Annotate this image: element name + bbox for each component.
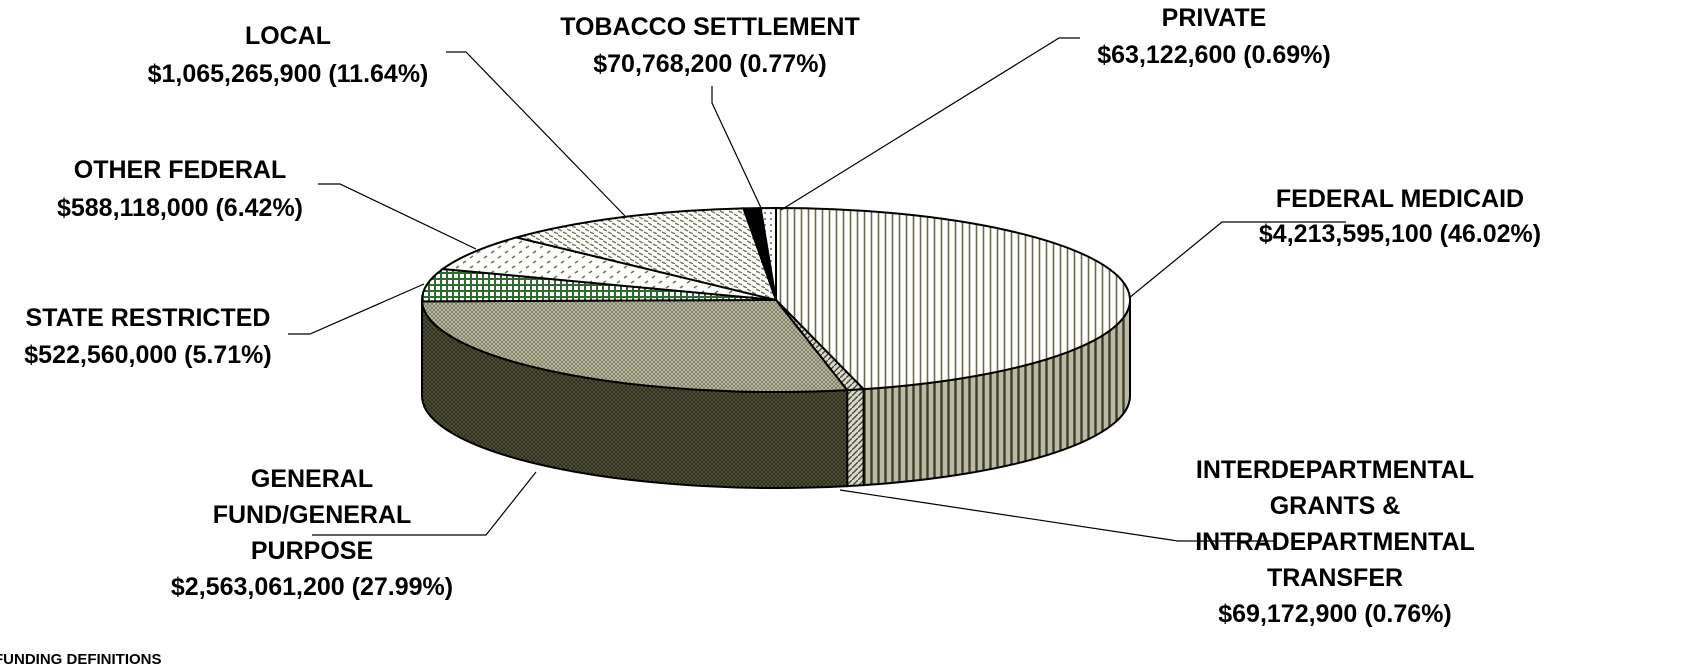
label-line: FEDERAL MEDICAID xyxy=(1276,185,1524,213)
label-line: TOBACCO SETTLEMENT xyxy=(560,13,860,41)
label-private: PRIVATE $63,122,600 (0.69%) xyxy=(1097,4,1331,69)
label-line: $588,118,000 (6.42%) xyxy=(57,194,303,222)
label-line: $522,560,000 (5.71%) xyxy=(24,341,271,369)
footer-text: FUNDING DEFINITIONS xyxy=(0,651,162,668)
label-line: $70,768,200 (0.77%) xyxy=(593,50,827,78)
label-line: STATE RESTRICTED xyxy=(26,304,271,332)
label-local: LOCAL $1,065,265,900 (11.64%) xyxy=(148,22,429,88)
slice-federal-medicaid xyxy=(775,206,1131,391)
label-line: GRANTS & xyxy=(1270,492,1401,520)
label-line: FUND/GENERAL xyxy=(213,501,412,529)
label-other-federal: OTHER FEDERAL $588,118,000 (6.42%) xyxy=(57,156,303,222)
slice-side-interdepartmental-grants-intradepartmental-transfer xyxy=(846,388,865,488)
label-line: LOCAL xyxy=(245,22,331,50)
label-line: $2,563,061,200 (27.99%) xyxy=(171,573,453,601)
leader-line-interdepartmental xyxy=(839,489,1275,542)
leader-line-general-fund xyxy=(312,471,537,536)
label-line: PURPOSE xyxy=(251,537,373,565)
label-line: $63,122,600 (0.69%) xyxy=(1097,41,1331,69)
label-line: $1,065,265,900 (11.64%) xyxy=(148,60,429,88)
label-line: $4,213,595,100 (46.02%) xyxy=(1259,220,1541,248)
label-line: GENERAL xyxy=(251,465,373,493)
label-state-restricted: STATE RESTRICTED $522,560,000 (5.71%) xyxy=(24,304,271,369)
pie-top-faces xyxy=(420,206,1131,393)
label-general-fund: GENERAL FUND/GENERAL PURPOSE $2,563,061,200… xyxy=(171,465,453,601)
slice-labels: FEDERAL MEDICAID $4,213,595,100 (46.02%) I… xyxy=(24,4,1541,628)
leader-line-private xyxy=(780,37,1080,211)
slice-other-federal xyxy=(440,236,777,301)
leader-line-state-restricted xyxy=(288,283,425,335)
label-federal-medicaid: FEDERAL MEDICAID $4,213,595,100 (46.02%) xyxy=(1259,185,1541,248)
leader-line-other-federal xyxy=(318,183,477,250)
leader-line-local xyxy=(446,51,626,217)
slice-local xyxy=(512,207,778,302)
leader-lines xyxy=(288,37,1346,542)
slice-general-fund-general-purpose xyxy=(420,298,850,393)
leader-line-federal-medicaid xyxy=(1128,221,1346,299)
label-line: INTRADEPARTMENTAL xyxy=(1195,528,1475,556)
label-line: PRIVATE xyxy=(1162,4,1267,32)
label-interdepartmental: INTERDEPARTMENTAL GRANTS & INTRADEPARTMENT… xyxy=(1195,456,1475,628)
label-line: INTERDEPARTMENTAL xyxy=(1196,456,1474,484)
label-line: $69,172,900 (0.76%) xyxy=(1218,600,1452,628)
label-line: TRANSFER xyxy=(1267,564,1403,592)
label-tobacco: TOBACCO SETTLEMENT $70,768,200 (0.77%) xyxy=(560,13,860,78)
label-line: OTHER FEDERAL xyxy=(74,156,287,184)
leader-line-tobacco xyxy=(711,86,763,211)
